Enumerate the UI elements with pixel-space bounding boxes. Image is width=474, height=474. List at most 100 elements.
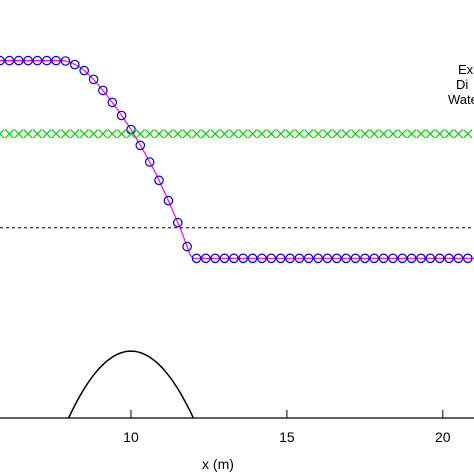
series-line-ex xyxy=(0,60,474,259)
x-marker xyxy=(79,129,89,139)
x-marker xyxy=(425,129,435,139)
x-marker xyxy=(341,129,351,139)
circle-marker xyxy=(191,253,202,264)
x-marker xyxy=(360,129,370,139)
x-axis-label: x (m) xyxy=(202,456,234,472)
circle-marker xyxy=(331,253,342,264)
x-marker xyxy=(70,129,80,139)
circle-marker xyxy=(173,217,183,228)
circle-marker xyxy=(98,85,108,96)
circle-marker xyxy=(360,253,370,264)
x-marker xyxy=(135,129,145,139)
x-marker xyxy=(276,129,286,139)
x-marker xyxy=(388,129,398,139)
circle-marker xyxy=(275,253,286,264)
x-marker xyxy=(453,129,464,139)
circle-marker xyxy=(238,253,248,264)
x-marker xyxy=(406,129,417,139)
series-line-bump xyxy=(67,350,194,419)
x-marker xyxy=(116,129,127,139)
circle-marker xyxy=(219,253,230,264)
x-marker xyxy=(51,129,61,139)
circle-marker xyxy=(116,110,127,121)
x-marker xyxy=(257,129,267,139)
x-marker xyxy=(14,129,24,139)
x-marker xyxy=(154,129,164,139)
x-marker xyxy=(23,129,33,139)
x-marker xyxy=(88,129,99,139)
x-tick-label: 20 xyxy=(435,429,451,445)
circle-marker xyxy=(163,195,174,206)
circle-marker xyxy=(210,253,220,264)
x-marker xyxy=(435,129,445,139)
circle-marker xyxy=(0,55,5,66)
circle-marker xyxy=(462,253,473,264)
x-marker xyxy=(60,129,71,139)
circle-marker xyxy=(378,253,389,264)
x-marker xyxy=(191,129,202,139)
x-marker xyxy=(173,129,183,139)
x-marker xyxy=(416,129,426,139)
series-markers-di xyxy=(0,55,473,264)
x-marker xyxy=(294,129,305,139)
x-marker xyxy=(378,129,389,139)
x-marker xyxy=(397,129,407,139)
circle-marker xyxy=(313,253,323,264)
circle-marker xyxy=(303,253,314,264)
circle-marker xyxy=(107,97,118,108)
x-marker xyxy=(126,129,136,139)
x-marker xyxy=(247,129,258,139)
circle-marker xyxy=(247,253,258,264)
circle-marker xyxy=(266,253,277,264)
x-marker xyxy=(266,129,276,139)
x-marker xyxy=(369,129,379,139)
circle-marker xyxy=(425,253,436,264)
circle-marker xyxy=(88,74,99,85)
circle-marker xyxy=(434,253,445,264)
legend-entry: Di xyxy=(456,77,468,92)
x-marker xyxy=(219,129,230,139)
circle-marker xyxy=(406,253,417,264)
x-marker xyxy=(163,129,174,139)
x-tick-label: 15 xyxy=(279,429,295,445)
x-marker xyxy=(0,129,5,139)
circle-marker xyxy=(350,253,361,264)
x-marker xyxy=(463,129,473,139)
x-marker xyxy=(145,129,155,139)
circle-marker xyxy=(4,55,15,66)
x-marker xyxy=(444,129,454,139)
circle-marker xyxy=(397,253,408,264)
series-layer xyxy=(0,55,474,419)
circle-marker xyxy=(144,157,155,167)
circle-marker xyxy=(79,65,89,76)
circle-marker xyxy=(154,175,164,186)
circle-marker xyxy=(70,59,80,70)
x-marker xyxy=(42,129,52,139)
x-tick-label: 10 xyxy=(123,429,139,445)
x-marker xyxy=(285,129,295,139)
x-marker xyxy=(238,129,248,139)
legend-entry: Wate xyxy=(448,92,474,107)
circle-marker xyxy=(294,253,305,264)
circle-marker xyxy=(369,253,379,264)
x-marker xyxy=(107,129,117,139)
circle-marker xyxy=(416,253,426,264)
circle-marker xyxy=(341,253,351,264)
x-marker xyxy=(210,129,220,139)
circle-marker xyxy=(135,140,146,151)
circle-marker xyxy=(41,55,52,66)
x-marker xyxy=(229,129,239,139)
legend: ExDiWate xyxy=(448,62,474,107)
circle-marker xyxy=(32,55,43,66)
circle-marker xyxy=(51,55,61,66)
x-axis-ticks: 10 15 20 xyxy=(123,410,451,445)
x-marker xyxy=(350,129,361,139)
circle-marker xyxy=(201,253,211,264)
x-marker xyxy=(322,129,333,139)
circle-marker xyxy=(388,253,398,264)
legend-entry: Ex xyxy=(458,62,474,77)
series-markers-wate xyxy=(0,129,473,139)
x-marker xyxy=(32,129,43,139)
circle-marker xyxy=(182,241,192,252)
